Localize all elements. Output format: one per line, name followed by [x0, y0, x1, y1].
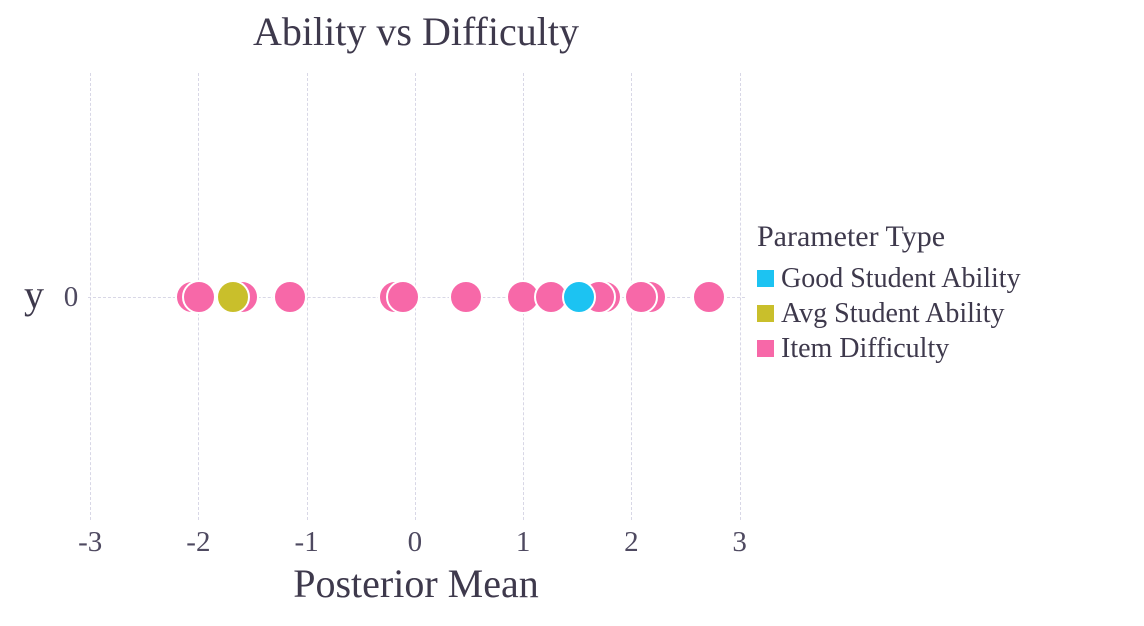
chart-title: Ability vs Difficulty: [253, 9, 579, 54]
legend-swatch: [757, 340, 774, 357]
x-tick-label: 0: [407, 526, 423, 558]
x-tick-label: -1: [294, 526, 319, 558]
legend-label: Good Student Ability: [781, 262, 1021, 294]
plot-area: [88, 73, 745, 520]
data-point: [216, 279, 251, 314]
x-tick-label: -3: [78, 526, 103, 558]
data-point: [182, 279, 217, 314]
y-tick-label: 0: [63, 281, 79, 313]
legend-label: Item Difficulty: [781, 332, 950, 364]
x-tick-label: 2: [624, 526, 639, 558]
data-point: [624, 279, 659, 314]
data-point: [562, 279, 597, 314]
x-axis-title: Posterior Mean: [293, 561, 539, 606]
x-tick-label: 3: [732, 526, 747, 558]
x-tick-label: 1: [515, 526, 531, 558]
y-axis-title: y: [24, 272, 44, 317]
legend: Parameter Type Good Student Ability Avg S…: [757, 220, 1021, 370]
data-point: [273, 279, 308, 314]
data-point: [385, 279, 420, 314]
legend-row: Avg Student Ability: [757, 297, 1021, 329]
x-tick-label: -2: [186, 526, 211, 558]
data-point: [448, 279, 483, 314]
x-axis-ticks: -3 -2 -1 0 1 2 3: [78, 526, 747, 560]
legend-rows: Good Student Ability Avg Student Ability I…: [757, 262, 1021, 364]
data-point: [692, 279, 727, 314]
legend-row: Good Student Ability: [757, 262, 1021, 294]
legend-title: Parameter Type: [757, 220, 946, 253]
legend-row: Item Difficulty: [757, 332, 1021, 364]
legend-swatch: [757, 270, 774, 287]
legend-label: Avg Student Ability: [781, 297, 1005, 329]
legend-swatch: [757, 305, 774, 322]
